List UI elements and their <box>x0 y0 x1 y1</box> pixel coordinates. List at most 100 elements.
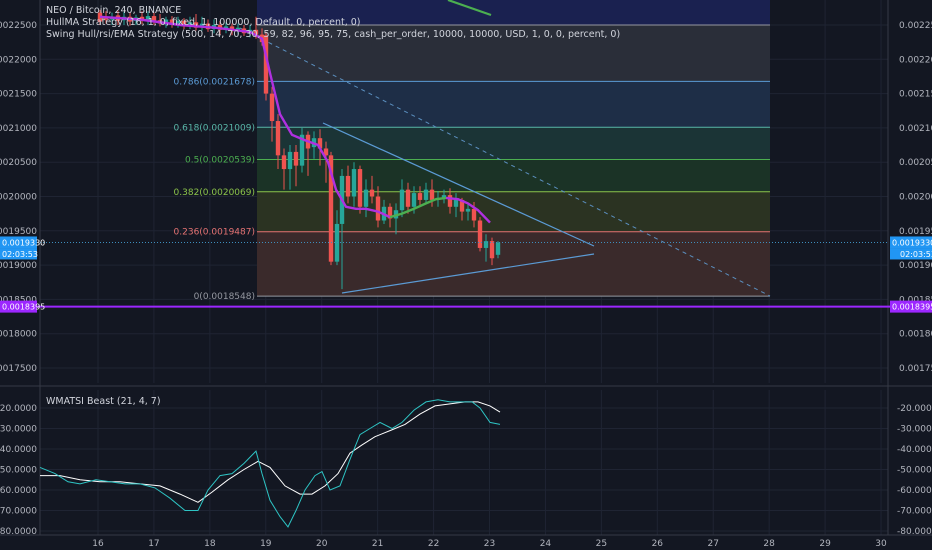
fib-zone <box>257 191 770 232</box>
hull-ma-line-down <box>445 196 491 224</box>
fib-level-label: 0.786(0.0021678) <box>174 77 255 87</box>
fib-zone <box>257 81 770 128</box>
oscillator-fast-line <box>39 399 501 528</box>
price-axis-label-left: 0.0020500 <box>0 158 37 168</box>
price-axis-label-left: 0.0018000 <box>0 330 37 340</box>
candle-body <box>351 169 357 197</box>
price-axis-label-left: 0.0021500 <box>0 90 37 100</box>
countdown-value-left: 02:03:53 <box>2 250 38 259</box>
candle-body <box>477 220 483 248</box>
osc-axis-label-right: -50.0000 <box>897 466 932 476</box>
candle-body <box>199 23 205 28</box>
countdown-tag-left <box>0 248 37 260</box>
osc-axis-label-right: -60.0000 <box>897 486 932 496</box>
countdown-value-right: 02:03:53 <box>900 250 932 259</box>
osc-axis-label-left: -30.0000 <box>0 425 37 435</box>
price-axis-label-right: 0.0018000 <box>899 330 932 340</box>
candle-body <box>181 20 187 27</box>
candle-body <box>357 169 363 207</box>
price-axis-label-right: 0.0022500 <box>899 21 932 31</box>
candle-body <box>489 241 495 259</box>
price-axis-label-left: 0.0018500 <box>0 295 37 305</box>
fib-level-label: 0.236(0.0019487) <box>174 228 255 238</box>
study-hullma-legend[interactable]: HullMA Strategy (16, 1, 0, fixed, 1, 100… <box>46 17 361 28</box>
horizontal-line-tag-left <box>0 300 37 313</box>
candle-body <box>145 16 151 21</box>
time-axis-label: 19 <box>260 539 272 549</box>
price-axis-label-right: 0.0022000 <box>899 55 932 65</box>
candle-body <box>441 195 447 198</box>
candle-body <box>369 189 375 197</box>
time-axis-label: 29 <box>819 539 831 549</box>
time-axis-label: 24 <box>540 539 552 549</box>
horizontal-line-value-right: 0.0018395 <box>892 303 932 312</box>
time-axis-label: 28 <box>763 539 775 549</box>
time-axis-label: 26 <box>652 539 664 549</box>
time-axis-label: 17 <box>148 539 159 549</box>
candle-body <box>323 148 329 156</box>
candle-body <box>375 196 381 221</box>
osc-axis-label-left: -60.0000 <box>0 486 37 496</box>
candle-body <box>175 20 181 25</box>
green-trendline <box>447 0 492 17</box>
osc-axis-label-right: -40.0000 <box>897 445 932 455</box>
time-axis-label: 18 <box>204 539 216 549</box>
candle-body <box>275 121 281 156</box>
time-axis-label: 30 <box>875 539 887 549</box>
candle-body <box>317 138 323 149</box>
triangle-lower-line <box>341 253 595 294</box>
candle-body <box>429 189 435 200</box>
fib-level-label: 0.5(0.0020539) <box>185 156 255 166</box>
current-price-value-right: 0.0019330 <box>892 238 932 247</box>
current-price-tag-left <box>0 236 37 249</box>
osc-axis-label-left: -80.0000 <box>0 527 37 537</box>
osc-axis-label-left: -70.0000 <box>0 507 37 517</box>
osc-axis-label-left: -40.0000 <box>0 445 37 455</box>
osc-axis-label-left: -50.0000 <box>0 466 37 476</box>
time-axis-label: 23 <box>484 539 495 549</box>
candle-body <box>465 208 471 212</box>
candle-body <box>328 155 334 262</box>
osc-axis-label-left: -20.0000 <box>0 404 37 414</box>
candle-body <box>399 189 405 211</box>
candle-body <box>459 199 465 212</box>
fib-level-label: 0(0.0018548) <box>194 292 255 302</box>
candle-body <box>263 35 269 94</box>
price-axis-label-left: 0.0021000 <box>0 124 37 134</box>
hull-ma-line-up <box>389 196 447 219</box>
candle-body <box>253 29 259 35</box>
study-swing-hull-legend[interactable]: Swing Hull/rsi/EMA Strategy (500, 14, 70… <box>46 29 621 40</box>
fib-zone-top <box>257 0 770 25</box>
price-axis-label-left: 0.0022000 <box>0 55 37 65</box>
price-axis-label-left: 0.0022500 <box>0 21 37 31</box>
fib-zone <box>257 159 770 192</box>
current-price-value-left: 0.0019330 <box>2 238 45 247</box>
price-axis-label-right: 0.0021500 <box>899 90 932 100</box>
oscillator-slow-line <box>40 401 501 503</box>
candle-body <box>453 199 459 207</box>
time-axis-label: 27 <box>708 539 719 549</box>
time-axis-label: 16 <box>92 539 104 549</box>
candle-body <box>405 189 411 207</box>
candle-body <box>423 189 429 200</box>
horizontal-line-value-left: 0.0018395 <box>2 303 45 312</box>
price-axis-label-right: 0.0019000 <box>899 261 932 271</box>
candle-body <box>483 241 489 248</box>
countdown-tag-right <box>890 248 932 260</box>
time-axis-label: 25 <box>596 539 607 549</box>
osc-axis-label-right: -20.0000 <box>897 404 932 414</box>
price-axis-label-right: 0.0020500 <box>899 158 932 168</box>
candle-body <box>299 134 305 166</box>
oscillator-legend[interactable]: WMATSI Beast (21, 4, 7) <box>46 396 161 407</box>
price-axis-label-right: 0.0018500 <box>899 295 932 305</box>
fib-zone <box>257 127 770 160</box>
fib-zone <box>257 231 770 297</box>
candle-body <box>471 208 477 221</box>
current-price-tag-right <box>890 236 932 249</box>
candle-body <box>287 151 293 170</box>
